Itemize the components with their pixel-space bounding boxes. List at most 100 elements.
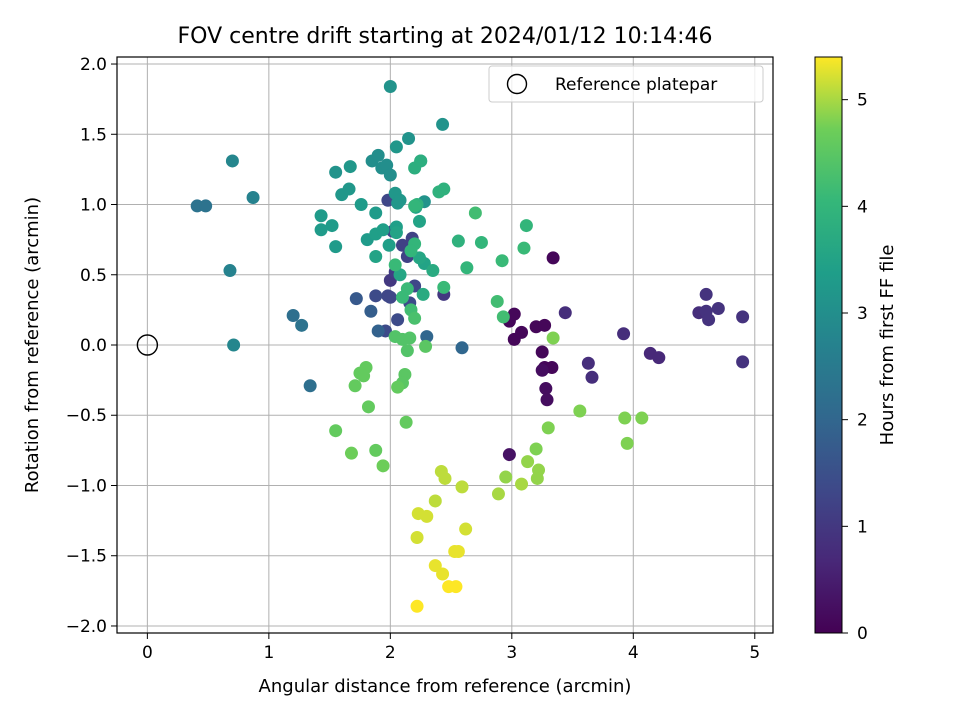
scatter-point <box>404 244 418 258</box>
scatter-point <box>303 379 317 393</box>
colorbar-tick-label: 0 <box>857 624 868 644</box>
scatter-point <box>357 369 371 383</box>
scatter-point <box>449 580 463 594</box>
x-tick-label: 0 <box>142 643 153 663</box>
colorbar-gradient <box>814 56 843 634</box>
scatter-point <box>314 209 328 223</box>
scatter-point <box>460 261 474 275</box>
scatter-point <box>635 411 649 425</box>
scatter-point <box>455 480 469 494</box>
legend: Reference platepar <box>488 65 764 103</box>
scatter-point <box>546 331 560 345</box>
scatter-point <box>546 251 560 265</box>
scatter-point <box>540 393 554 407</box>
scatter-point <box>371 148 385 162</box>
scatter-point <box>408 311 422 325</box>
scatter-point <box>437 182 451 196</box>
scatter-point <box>391 313 405 327</box>
scatter-point <box>388 258 402 272</box>
scatter-point <box>416 287 430 301</box>
scatter-point <box>428 494 442 508</box>
legend-entry-reference: Reference platepar <box>555 75 717 95</box>
scatter-point <box>371 324 385 338</box>
chart-title: FOV centre drift starting at 2024/01/12 … <box>178 24 713 49</box>
y-tick-label: 0.5 <box>80 266 107 286</box>
scatter-point <box>400 344 414 358</box>
scatter-point <box>412 214 426 228</box>
y-axis-label: Rotation from reference (arcmin) <box>22 197 43 493</box>
y-tick-label: −1.0 <box>66 476 107 496</box>
scatter-point <box>517 241 531 255</box>
scatter-point <box>410 530 424 544</box>
scatter-point <box>451 545 465 559</box>
scatter-point <box>535 363 549 377</box>
legend-reference-marker <box>506 73 528 95</box>
y-tick-label: 1.5 <box>80 125 107 145</box>
scatter-point <box>369 443 383 457</box>
scatter-point <box>369 206 383 220</box>
scatter-point <box>581 356 595 370</box>
x-tick-label: 1 <box>263 643 274 663</box>
scatter-point <box>502 448 516 462</box>
colorbar-label: Hours from first FF file <box>877 245 898 446</box>
scatter-point <box>369 289 383 303</box>
scatter-point <box>496 310 510 324</box>
scatter-point <box>391 380 405 394</box>
grid-lines <box>117 57 773 633</box>
scatter-point <box>383 290 397 304</box>
colorbar-tick-label: 4 <box>857 197 868 217</box>
x-axis-ticks: 0 1 2 3 4 5 <box>142 633 760 663</box>
scatter-point <box>348 379 362 393</box>
scatter-point <box>329 240 343 254</box>
scatter-point <box>393 193 407 207</box>
scatter-point <box>499 470 513 484</box>
scatter-point <box>376 459 390 473</box>
scatter-point <box>426 264 440 278</box>
scatter-point <box>325 219 339 233</box>
scatter-point <box>558 306 572 320</box>
scatter-point <box>515 325 529 339</box>
scatter-point <box>438 471 452 485</box>
scatter-point <box>402 131 416 145</box>
y-tick-label: 2.0 <box>80 55 107 75</box>
x-tick-label: 4 <box>628 643 639 663</box>
scatter-point <box>437 280 451 294</box>
scatter-point <box>403 331 417 345</box>
scatter-point <box>383 168 397 182</box>
scatter-point <box>455 341 469 355</box>
scatter-point <box>535 345 549 359</box>
scatter-point <box>474 235 488 249</box>
colorbar-tick-label: 5 <box>857 91 868 111</box>
scatter-point <box>383 80 397 94</box>
scatter-point <box>491 487 505 501</box>
scatter-point <box>736 310 750 324</box>
scatter-point <box>702 313 716 327</box>
reference-platepar-marker <box>136 334 159 356</box>
x-tick-label: 5 <box>749 643 760 663</box>
scatter-point <box>428 559 442 573</box>
scatter-point <box>736 355 750 369</box>
reference-marker-layer <box>136 334 159 356</box>
scatter-point <box>343 160 357 174</box>
scatter-point <box>225 154 239 168</box>
scatter-point <box>354 198 368 212</box>
y-tick-label: −1.5 <box>66 547 107 567</box>
scatter-point <box>246 190 260 204</box>
y-tick-label: 1.0 <box>80 196 107 216</box>
scatter-point <box>314 223 328 237</box>
scatter-point <box>329 424 343 438</box>
scatter-point <box>419 339 433 353</box>
colorbar-ticks: 0 1 2 3 4 5 <box>842 91 868 644</box>
scatter-point <box>227 338 241 352</box>
scatter-point <box>295 318 309 332</box>
colorbar-tick-label: 1 <box>857 517 868 537</box>
scatter-point <box>420 509 434 523</box>
scatter-point <box>451 234 465 248</box>
scatter-point <box>519 219 533 233</box>
scatter-point <box>620 436 634 450</box>
scatter-point <box>408 199 422 213</box>
scatter-point <box>329 165 343 179</box>
colorbar-tick-label: 2 <box>857 411 868 431</box>
scatter-point <box>389 226 403 240</box>
scatter-point <box>490 294 504 308</box>
